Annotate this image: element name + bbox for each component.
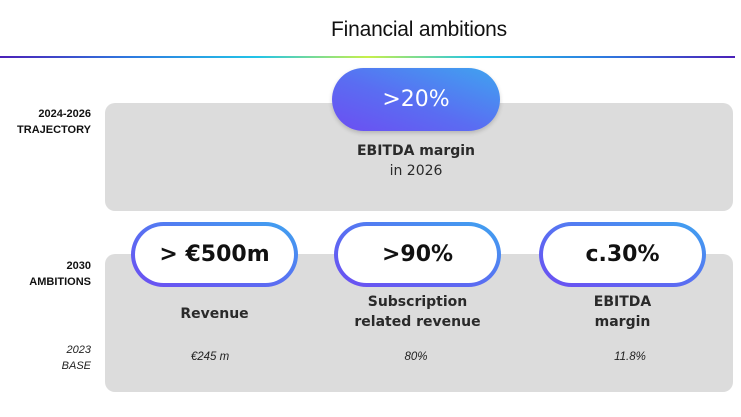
ebitda-caption-line1: EBITDA [593, 294, 652, 310]
base-label-year: 2023 [66, 344, 91, 356]
revenue-caption: Revenue [131, 304, 298, 324]
page-title: Financial ambitions [331, 18, 507, 41]
trajectory-label-title: TRAJECTORY [17, 124, 91, 136]
trajectory-label: 2024-2026 TRAJECTORY [17, 106, 91, 138]
subscription-caption-line1: Subscription [367, 294, 468, 310]
title-divider [0, 56, 735, 58]
revenue-ambition-value: > €500m [135, 226, 294, 283]
trajectory-value-pill: >20% [332, 68, 500, 131]
trajectory-caption: EBITDA margin in 2026 [332, 141, 500, 181]
ebitda-caption: EBITDA margin [539, 292, 706, 332]
ebitda-caption-line2: margin [594, 314, 651, 330]
ambitions-label-title: AMBITIONS [29, 276, 91, 288]
ebitda-ambition-value: c.30% [543, 226, 702, 283]
trajectory-value: >20% [382, 87, 450, 112]
ambitions-label: 2030 AMBITIONS [29, 258, 91, 290]
revenue-ambition-pill: > €500m [131, 222, 298, 287]
trajectory-caption-period: in 2026 [389, 163, 443, 179]
ambitions-label-year: 2030 [66, 260, 91, 272]
subscription-caption: Subscription related revenue [334, 292, 501, 332]
base-label-title: BASE [61, 360, 91, 372]
trajectory-caption-metric: EBITDA margin [356, 143, 476, 159]
subscription-caption-line2: related revenue [354, 314, 481, 330]
revenue-base-value: €245 m [190, 351, 230, 363]
subscription-base-value: 80% [404, 351, 428, 363]
ebitda-base-value: 11.8% [614, 351, 646, 363]
trajectory-label-years: 2024-2026 [38, 108, 91, 120]
ebitda-ambition-pill: c.30% [539, 222, 706, 287]
revenue-caption-line1: Revenue [180, 306, 249, 322]
subscription-ambition-value: >90% [338, 226, 497, 283]
base-label: 2023 BASE [62, 342, 91, 374]
subscription-ambition-pill: >90% [334, 222, 501, 287]
